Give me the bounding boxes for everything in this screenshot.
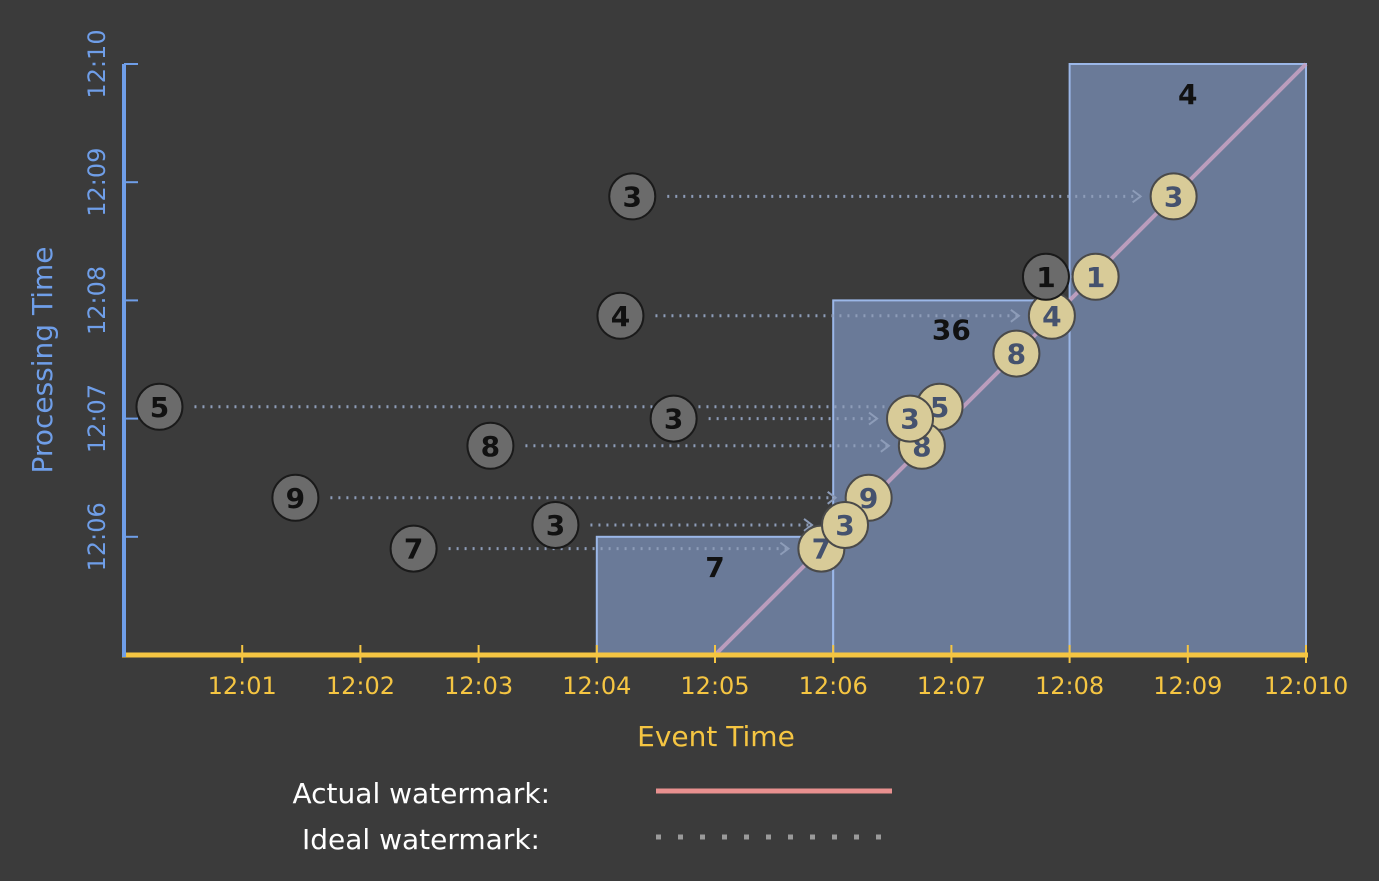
x-tick-label: 12:010	[1264, 672, 1348, 700]
event-ghost-value: 9	[286, 482, 305, 515]
event-ghost-value: 4	[611, 300, 630, 333]
events-layer: 5 59 97 73 38 83 34 481 13 3	[135, 172, 1198, 573]
x-tick-label: 12:02	[326, 672, 395, 700]
event-ghost-value: 1	[1036, 261, 1055, 294]
event-value: 4	[1042, 300, 1061, 333]
arrow-head	[779, 541, 791, 556]
event-value: 7	[812, 533, 831, 566]
window-sum-label: 36	[932, 313, 971, 346]
arrow-head	[827, 490, 838, 505]
arrow-head	[1132, 189, 1143, 204]
x-tick-label: 12:09	[1153, 672, 1222, 700]
event-circle	[821, 500, 870, 549]
event-circle	[1071, 252, 1120, 301]
x-tick-label: 12:04	[562, 672, 631, 700]
x-tick-label: 12:05	[680, 672, 749, 700]
y-axis-label: Processing Time	[26, 247, 59, 474]
x-ticks: 12:01 12:02 12:03 12:04 12:05 12:06 12:07 12:08…	[208, 645, 1348, 700]
legend-actual-label: Actual watermark:	[293, 777, 551, 810]
x-tick-label: 12:07	[917, 672, 986, 700]
windows-layer	[595, 63, 1307, 656]
event-ghost-circle	[466, 421, 515, 470]
x-tick-label: 12:06	[799, 672, 868, 700]
y-tick-label: 12:08	[83, 266, 111, 335]
window-sum-label: 7	[705, 551, 724, 584]
window-sums-layer: 7 36 4	[705, 78, 1197, 584]
x-tick-label: 12:01	[208, 672, 277, 700]
y-tick-label: 12:10	[83, 29, 111, 98]
x-tick-label: 12:03	[444, 672, 513, 700]
y-ticks: 12:06 12:07 12:08 12:09 12:10	[83, 29, 138, 571]
event-ghost-value: 7	[404, 533, 423, 566]
y-tick-label: 12:06	[83, 502, 111, 571]
window-sum-label: 4	[1178, 78, 1197, 111]
y-tick-label: 12:07	[83, 384, 111, 453]
event-value: 3	[900, 403, 919, 436]
event-ghost-circle	[531, 500, 580, 549]
arrow-head	[803, 518, 814, 532]
event-circle	[1149, 172, 1198, 221]
event-value: 5	[930, 391, 949, 424]
event-value: 9	[859, 482, 878, 515]
event-value: 1	[1086, 261, 1105, 294]
event-circle	[886, 394, 935, 443]
arrow-head	[868, 411, 879, 426]
y-tick-label: 12:09	[83, 148, 111, 217]
event-value: 3	[1164, 180, 1183, 213]
event-ghost-circle	[596, 291, 645, 340]
x-axis-label: Event Time	[637, 720, 795, 753]
event-ghost-value: 3	[546, 509, 565, 542]
event-value: 8	[1007, 338, 1026, 371]
arrow-head	[1010, 308, 1021, 323]
window-pane	[1068, 63, 1307, 656]
event-ghost-value: 3	[664, 403, 683, 436]
arrow-head	[880, 438, 891, 453]
event-ghost-circle	[1021, 252, 1070, 301]
event-ghost-value: 3	[623, 180, 642, 213]
event-ghost-circle	[135, 382, 184, 431]
event-ghost-circle	[608, 172, 657, 221]
event-ghost-circle	[649, 394, 698, 443]
event-ghost-circle	[389, 524, 438, 573]
x-tick-label: 12:08	[1035, 672, 1104, 700]
window-pane	[595, 535, 835, 656]
event-value: 3	[835, 509, 854, 542]
legend-ideal-label: Ideal watermark:	[302, 823, 540, 856]
event-ghost-circle	[271, 473, 320, 522]
event-circle	[992, 329, 1041, 378]
event-ghost-value: 5	[150, 391, 169, 424]
event-ghost-value: 8	[481, 430, 500, 463]
